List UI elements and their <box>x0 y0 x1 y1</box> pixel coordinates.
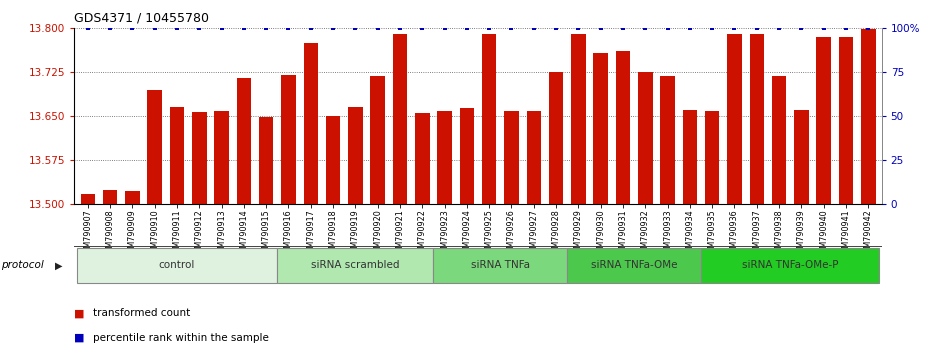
Point <box>660 25 675 31</box>
Point <box>259 25 273 31</box>
Point <box>526 25 541 31</box>
Bar <box>616 51 631 204</box>
Point <box>392 25 407 31</box>
Bar <box>526 111 541 204</box>
FancyBboxPatch shape <box>433 247 567 284</box>
Point <box>750 25 764 31</box>
Bar <box>81 194 95 204</box>
Point <box>80 25 95 31</box>
Text: control: control <box>159 261 195 270</box>
Point <box>125 25 140 31</box>
Bar <box>281 75 296 204</box>
Text: siRNA scrambled: siRNA scrambled <box>312 261 400 270</box>
Bar <box>482 34 497 204</box>
Text: siRNA TNFa: siRNA TNFa <box>471 261 530 270</box>
Point <box>459 25 474 31</box>
Point <box>549 25 564 31</box>
Text: ▶: ▶ <box>55 261 62 270</box>
Point <box>303 25 318 31</box>
Bar <box>303 43 318 204</box>
Point <box>839 25 854 31</box>
Bar <box>839 37 853 204</box>
Point <box>482 25 497 31</box>
Point <box>370 25 385 31</box>
Bar <box>705 111 720 204</box>
Bar <box>126 191 140 204</box>
Bar <box>727 34 742 204</box>
FancyBboxPatch shape <box>277 247 433 284</box>
Point <box>683 25 698 31</box>
Bar <box>660 76 675 204</box>
Bar <box>170 107 184 204</box>
Bar <box>638 72 653 204</box>
Text: ■: ■ <box>74 308 85 318</box>
Bar <box>794 110 808 204</box>
Text: siRNA TNFa-OMe: siRNA TNFa-OMe <box>591 261 677 270</box>
Bar <box>326 116 340 204</box>
Point <box>504 25 519 31</box>
Point <box>147 25 162 31</box>
Point <box>281 25 296 31</box>
Point <box>169 25 184 31</box>
Point <box>437 25 452 31</box>
Point <box>794 25 809 31</box>
Point <box>727 25 742 31</box>
Bar <box>459 108 474 204</box>
Bar <box>415 113 430 204</box>
Point <box>861 25 876 31</box>
Point <box>772 25 787 31</box>
Bar <box>259 117 273 204</box>
Point <box>326 25 340 31</box>
Bar <box>817 37 830 204</box>
Point <box>705 25 720 31</box>
Bar <box>437 111 452 204</box>
Text: transformed count: transformed count <box>93 308 191 318</box>
Text: protocol: protocol <box>1 261 44 270</box>
Point <box>638 25 653 31</box>
Bar <box>103 190 117 204</box>
Point <box>415 25 430 31</box>
Text: percentile rank within the sample: percentile rank within the sample <box>93 333 269 343</box>
FancyBboxPatch shape <box>76 247 277 284</box>
Point <box>102 25 117 31</box>
FancyBboxPatch shape <box>567 247 701 284</box>
FancyBboxPatch shape <box>701 247 880 284</box>
Bar <box>772 76 786 204</box>
Bar <box>348 107 363 204</box>
Point <box>593 25 608 31</box>
Point <box>571 25 586 31</box>
Point <box>214 25 229 31</box>
Point <box>817 25 831 31</box>
Bar <box>593 53 608 204</box>
Bar <box>392 34 407 204</box>
Text: GDS4371 / 10455780: GDS4371 / 10455780 <box>74 11 209 24</box>
Bar <box>683 110 698 204</box>
Point <box>192 25 206 31</box>
Bar <box>549 72 564 204</box>
Point <box>616 25 631 31</box>
Point <box>236 25 251 31</box>
Bar <box>504 111 519 204</box>
Bar <box>192 112 206 204</box>
Text: siRNA TNFa-OMe-P: siRNA TNFa-OMe-P <box>742 261 839 270</box>
Bar <box>571 34 586 204</box>
Bar <box>370 76 385 204</box>
Text: ■: ■ <box>74 333 85 343</box>
Point <box>348 25 363 31</box>
Bar <box>750 34 764 204</box>
Bar <box>861 29 875 204</box>
Bar <box>236 78 251 204</box>
Bar <box>148 90 162 204</box>
Bar <box>214 111 229 204</box>
